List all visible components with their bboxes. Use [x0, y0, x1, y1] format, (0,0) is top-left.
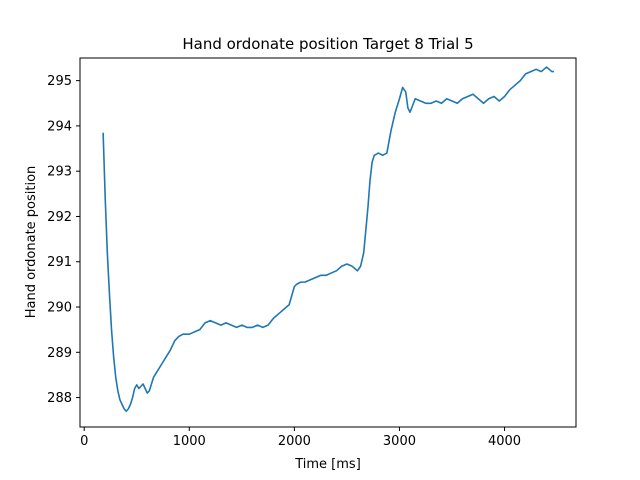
x-tick-label: 3000 [383, 434, 416, 449]
y-tick-label: 294 [47, 119, 72, 134]
axes-frame [79, 57, 577, 428]
series-layer [102, 66, 554, 412]
x-tick-label: 0 [80, 434, 88, 449]
y-tick-label: 295 [47, 74, 72, 89]
series-line-0 [102, 66, 554, 412]
y-axis-ticks: 288 289 290 291 292 293 294 295 [47, 74, 80, 406]
chart-title: Hand ordonate position Target 8 Trial 5 [182, 35, 473, 53]
x-tick-label: 2000 [278, 434, 311, 449]
x-tick-label: 4000 [488, 434, 521, 449]
y-tick-label: 288 [47, 391, 72, 406]
y-tick-label: 289 [47, 346, 72, 361]
y-tick-label: 291 [47, 255, 72, 270]
x-axis-ticks: 0 1000 2000 3000 4000 [80, 427, 521, 449]
plot-area [79, 57, 577, 428]
y-axis-label: Hand ordonate position [24, 166, 39, 319]
y-tick-label: 293 [47, 165, 72, 180]
x-axis-label: Time [ms] [294, 457, 361, 472]
y-tick-label: 290 [47, 301, 72, 316]
x-tick-label: 1000 [173, 434, 206, 449]
y-tick-label: 292 [47, 210, 72, 225]
